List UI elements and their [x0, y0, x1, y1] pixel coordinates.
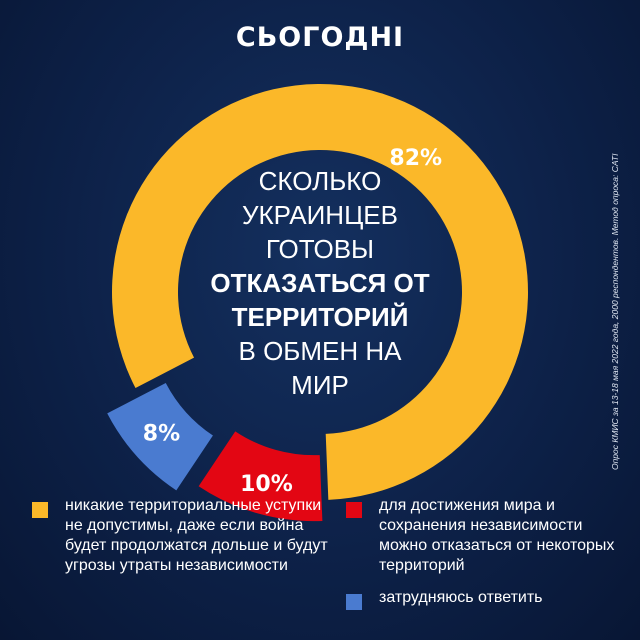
legend-swatch-yellow	[32, 502, 48, 518]
title-line: ГОТОВЫ	[265, 234, 375, 264]
legend-label-red: для достижения мира и сохранения независ…	[379, 497, 615, 574]
title-line-bold: ТЕРРИТОРИЙ	[231, 302, 409, 332]
slice-unsure-label: 8%	[143, 422, 180, 447]
title-line-bold: ОТКАЗАТЬСЯ ОТ	[210, 268, 430, 298]
legend-item-red: для достижения мира и сохранения независ…	[346, 496, 626, 576]
title-line: В ОБМЕН НА	[238, 336, 402, 366]
slice-never	[112, 84, 529, 500]
legend-swatch-red	[346, 502, 362, 518]
slice-unsure	[107, 382, 213, 491]
title-line: УКРАИНЦЕВ	[242, 200, 398, 230]
legend-label-yellow: никакие территориальные уступки не допус…	[65, 497, 328, 574]
title-line: СКОЛЬКО	[258, 166, 382, 196]
title-line: МИР	[291, 370, 349, 400]
slice-cede	[198, 431, 323, 522]
legend-item-yellow: никакие территориальные уступки не допус…	[32, 496, 337, 576]
slice-cede-label: 10%	[240, 472, 293, 497]
source-note: Опрос КМИС за 13-18 мая 2022 года, 2000 …	[610, 153, 620, 470]
legend-item-blue: затрудняюсь ответить	[346, 588, 626, 610]
brand-logo: СЬОГОДНІ	[235, 22, 405, 53]
legend-swatch-blue	[346, 594, 362, 610]
chart-title: СКОЛЬКО УКРАИНЦЕВ ГОТОВЫ ОТКАЗАТЬСЯ ОТ Т…	[180, 164, 460, 402]
slice-never-label: 82%	[389, 146, 442, 171]
legend-label-blue: затрудняюсь ответить	[379, 589, 543, 606]
